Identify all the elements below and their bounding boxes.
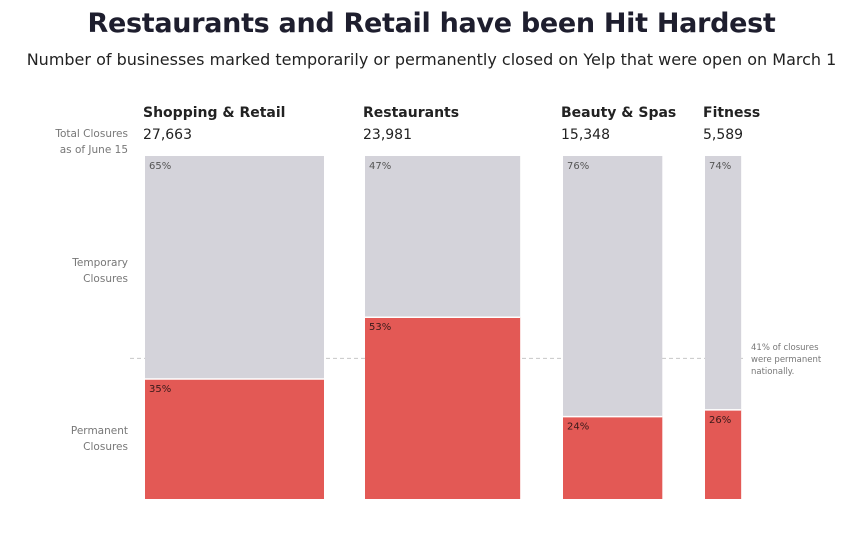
category-label-shopping-and-retail: Shopping & Retail: [143, 105, 285, 121]
total-closures-value-restaurants: 23,981: [363, 127, 412, 143]
bars-group: Shopping & Retail 27,663 65% 35% Restaurants…: [143, 105, 760, 499]
chart-subtitle: Number of businesses marked temporarily …: [26, 50, 837, 69]
permanent-closures-label-line1: Permanent: [71, 425, 128, 437]
bar-temporary-restaurants: [365, 156, 521, 318]
chart-title: Restaurants and Retail have been Hit Har…: [87, 8, 776, 39]
temporary-closures-label-line1: Temporary: [71, 257, 128, 269]
bar-temporary-shopping-and-retail: [145, 156, 324, 379]
bar-permanent-restaurants: [365, 317, 521, 499]
national-note-line3: nationally.: [751, 367, 794, 377]
bar-temporary-fitness: [705, 156, 742, 410]
total-closures-label-line2: as of June 15: [60, 144, 128, 156]
temporary-percent-label-beauty-and-spas: 76%: [567, 161, 589, 172]
category-label-fitness: Fitness: [703, 105, 760, 121]
national-note-line1: 41% of closures: [751, 343, 819, 353]
total-closures-value-fitness: 5,589: [703, 127, 743, 143]
permanent-closures-label-line2: Closures: [83, 441, 128, 453]
bar-permanent-shopping-and-retail: [145, 378, 324, 499]
permanent-percent-label-fitness: 26%: [709, 415, 731, 426]
category-label-restaurants: Restaurants: [363, 105, 459, 121]
national-note: 41% of closures were permanent nationall…: [751, 343, 822, 377]
total-closures-value-shopping-and-retail: 27,663: [143, 127, 192, 143]
temporary-percent-label-restaurants: 47%: [369, 161, 391, 172]
temporary-percent-label-fitness: 74%: [709, 161, 731, 172]
bar-temporary-beauty-and-spas: [563, 156, 663, 417]
total-closures-label-line1: Total Closures: [54, 128, 128, 140]
bar-permanent-fitness: [705, 409, 742, 499]
temporary-percent-label-shopping-and-retail: 65%: [149, 161, 171, 172]
row-labels: Total Closures as of June 15 Temporary C…: [54, 128, 128, 453]
category-label-beauty-and-spas: Beauty & Spas: [561, 105, 676, 121]
bar-permanent-beauty-and-spas: [563, 416, 663, 499]
temporary-closures-label-line2: Closures: [83, 273, 128, 285]
permanent-percent-label-shopping-and-retail: 35%: [149, 384, 171, 395]
national-note-line2: were permanent: [751, 355, 822, 365]
total-closures-value-beauty-and-spas: 15,348: [561, 127, 610, 143]
permanent-percent-label-restaurants: 53%: [369, 322, 391, 333]
permanent-percent-label-beauty-and-spas: 24%: [567, 422, 589, 433]
